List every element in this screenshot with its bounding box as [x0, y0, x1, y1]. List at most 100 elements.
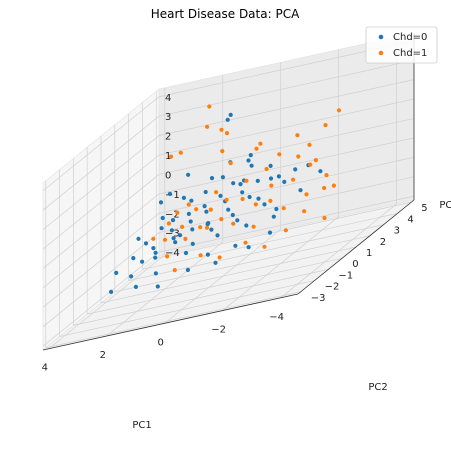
- data-point-chd0: [231, 213, 235, 217]
- data-point-chd0: [218, 194, 222, 198]
- data-point-chd0: [247, 245, 251, 249]
- data-point-chd1: [282, 206, 286, 210]
- data-point-chd1: [269, 184, 273, 188]
- data-point-chd0: [204, 210, 208, 214]
- data-point-chd0: [226, 208, 230, 212]
- y-tick-label: 0: [352, 259, 358, 270]
- data-point-chd0: [182, 196, 186, 200]
- data-point-chd0: [244, 223, 248, 227]
- data-point-chd0: [156, 284, 160, 288]
- data-point-chd0: [173, 240, 177, 244]
- data-point-chd0: [131, 256, 135, 260]
- data-point-chd0: [274, 207, 278, 211]
- data-point-chd0: [269, 176, 273, 180]
- data-point-chd1: [187, 202, 191, 206]
- data-point-chd1: [207, 104, 211, 108]
- axes-panes: [43, 33, 414, 350]
- data-point-chd0: [256, 197, 260, 201]
- data-point-chd1: [254, 202, 258, 206]
- y-tick-label: 1: [366, 248, 372, 259]
- data-point-chd0: [189, 199, 193, 203]
- data-point-chd1: [220, 149, 224, 153]
- data-point-chd0: [154, 271, 158, 275]
- z-tick-label: 3: [165, 112, 171, 123]
- data-point-chd1: [322, 216, 326, 220]
- y-tick-label: 4: [407, 214, 413, 225]
- data-point-chd1: [167, 221, 171, 225]
- x-tick-label: −4: [269, 312, 284, 323]
- data-point-chd1: [337, 108, 341, 112]
- data-point-chd0: [268, 231, 272, 235]
- y-tick-label: 3: [394, 226, 400, 237]
- data-point-chd1: [332, 184, 336, 188]
- data-point-chd0: [209, 228, 213, 232]
- data-point-chd1: [277, 152, 281, 156]
- legend: Chd=0 Chd=1: [366, 27, 437, 63]
- data-point-chd1: [258, 142, 262, 146]
- data-point-chd0: [153, 256, 157, 260]
- data-point-chd1: [243, 241, 247, 245]
- legend-label-chd0: Chd=0: [393, 32, 427, 43]
- y-tick-label: −1: [338, 270, 353, 281]
- data-point-chd0: [262, 202, 266, 206]
- data-point-chd0: [293, 167, 297, 171]
- z-tick-label: −1: [165, 190, 180, 201]
- data-point-chd0: [248, 195, 252, 199]
- data-point-chd0: [190, 227, 194, 231]
- y-tick-label: 2: [380, 237, 386, 248]
- data-point-chd1: [163, 238, 167, 242]
- data-point-chd0: [210, 176, 214, 180]
- y-axis-label: PC2: [368, 382, 387, 393]
- data-point-chd0: [229, 113, 233, 117]
- z-tick-label: 0: [165, 170, 171, 181]
- data-point-chd0: [170, 228, 174, 232]
- data-point-chd1: [218, 255, 222, 259]
- data-point-chd1: [225, 131, 229, 135]
- z-tick-label: 4: [165, 93, 171, 104]
- data-point-chd1: [322, 186, 326, 190]
- data-point-chd1: [205, 125, 209, 129]
- x-tick-label: −2: [211, 325, 226, 336]
- z-axis-label: PC3: [439, 200, 451, 211]
- data-point-chd1: [252, 225, 256, 229]
- data-point-chd1: [265, 167, 269, 171]
- data-point-chd0: [114, 271, 118, 275]
- legend-label-chd1: Chd=1: [393, 48, 427, 59]
- data-point-chd1: [179, 151, 183, 155]
- data-point-chd1: [314, 158, 318, 162]
- data-point-chd0: [246, 158, 250, 162]
- chart-title: Heart Disease Data: PCA: [151, 7, 300, 21]
- data-point-chd1: [198, 225, 202, 229]
- data-point-chd1: [229, 161, 233, 165]
- data-point-chd0: [203, 204, 207, 208]
- data-point-chd1: [295, 133, 299, 137]
- data-point-chd0: [172, 236, 176, 240]
- data-point-chd1: [302, 209, 306, 213]
- x-tick-label: 4: [42, 363, 48, 374]
- z-tick-label: 2: [165, 132, 171, 143]
- data-point-chd0: [140, 260, 144, 264]
- data-point-chd0: [249, 153, 253, 157]
- data-point-chd0: [184, 251, 188, 255]
- data-point-chd0: [160, 226, 164, 230]
- data-point-chd0: [240, 190, 244, 194]
- data-point-chd0: [191, 242, 195, 246]
- data-point-chd0: [282, 180, 286, 184]
- data-point-chd1: [169, 155, 173, 159]
- data-point-chd0: [186, 268, 190, 272]
- data-point-chd0: [233, 244, 237, 248]
- data-point-chd1: [214, 190, 218, 194]
- data-point-chd0: [221, 175, 225, 179]
- legend-marker-chd0: [379, 35, 384, 40]
- data-point-chd0: [269, 164, 273, 168]
- data-point-chd0: [144, 241, 148, 245]
- legend-marker-chd1: [379, 51, 384, 56]
- data-point-chd1: [323, 123, 327, 127]
- data-point-chd0: [256, 179, 260, 183]
- data-point-chd0: [161, 216, 165, 220]
- data-point-chd0: [213, 261, 217, 265]
- data-point-chd1: [231, 222, 235, 226]
- data-point-chd1: [225, 198, 229, 202]
- data-point-chd0: [204, 190, 208, 194]
